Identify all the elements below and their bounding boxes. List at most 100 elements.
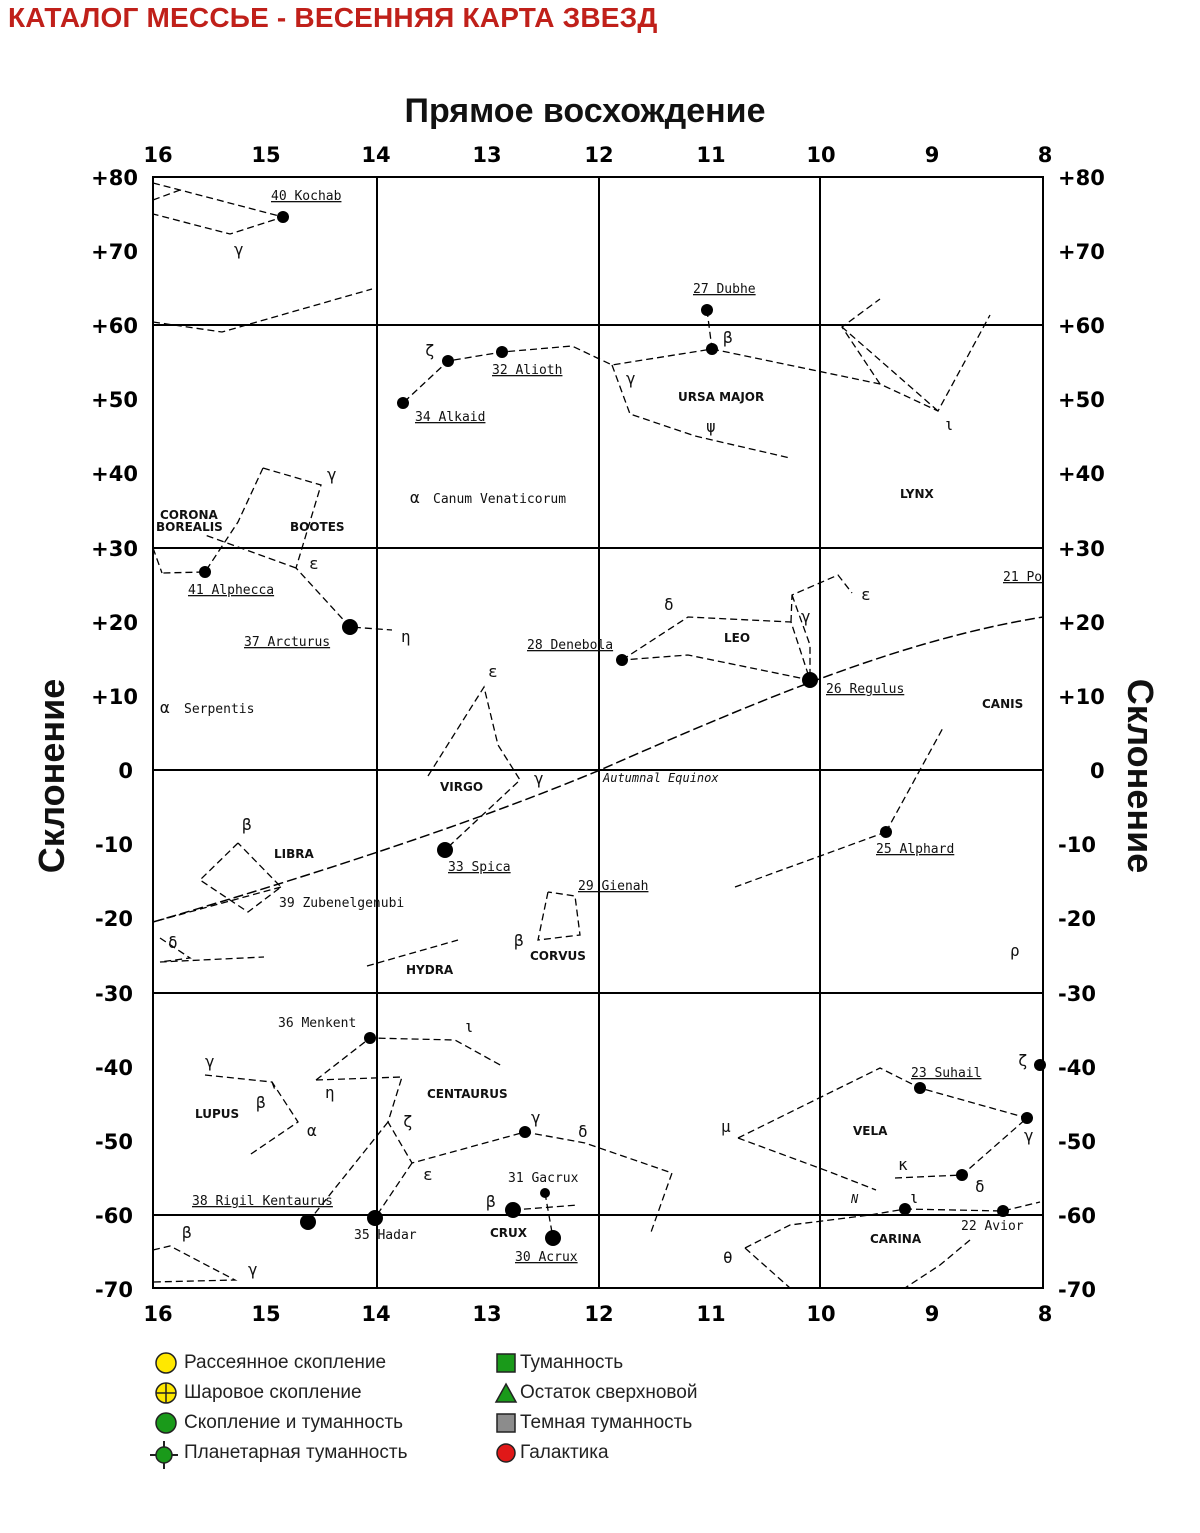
greek-gamma: γ — [205, 1052, 215, 1071]
legend-item: Рассеянное скопление — [154, 1348, 407, 1378]
label-spica: 33 Spica — [448, 860, 511, 875]
dec-tick: 0 — [118, 759, 133, 783]
label-bootes: BOOTES — [290, 520, 345, 534]
greek-gamma: γ — [327, 465, 337, 484]
ra-tick: 8 — [1038, 1302, 1053, 1326]
ra-tick: 13 — [472, 1302, 501, 1326]
greek-delta: δ — [578, 1122, 588, 1141]
dec-tick: +10 — [1058, 685, 1105, 709]
greek-zeta: ζ — [425, 341, 435, 360]
label-canum: Canum Venaticorum — [433, 492, 566, 507]
dec-tick: +30 — [1058, 537, 1105, 561]
dec-tick: +20 — [91, 611, 138, 635]
label-ursa-major: URSA MAJOR — [678, 390, 764, 404]
dec-tick: -30 — [95, 982, 133, 1006]
dec-tick: +40 — [91, 462, 138, 486]
legend-item: Скопление и туманность — [154, 1408, 407, 1438]
label-twentyone: 21 Po — [1003, 570, 1042, 585]
ra-tick: 9 — [925, 1302, 940, 1326]
label-carina: CARINA — [870, 1232, 922, 1246]
label-lynx: LYNX — [900, 487, 935, 501]
label-lupus: LUPUS — [195, 1107, 239, 1121]
label-rigil: 38 Rigil Kentaurus — [192, 1194, 333, 1209]
greek-eta: η — [401, 627, 411, 646]
label-kochab: 40 Kochab — [271, 189, 342, 204]
ra-tick: 10 — [806, 143, 835, 167]
dec-tick: -60 — [1058, 1204, 1096, 1228]
dec-tick: +60 — [91, 314, 138, 338]
dec-tick: -40 — [1058, 1056, 1096, 1080]
greek-psi: ψ — [706, 417, 716, 436]
dec-tick: 0 — [1090, 759, 1105, 783]
greek-gamma: γ — [531, 1108, 541, 1127]
dec-tick: +40 — [1058, 462, 1105, 486]
legend-item: Туманность — [494, 1348, 698, 1378]
greek-gamma: γ — [234, 240, 244, 259]
ra-tick: 13 — [472, 143, 501, 167]
label-alkaid: 34 Alkaid — [415, 410, 485, 425]
legend-label: Темная туманность — [520, 1412, 693, 1433]
dec-tick: +50 — [91, 388, 138, 412]
greek-letters: γ β ζ γ ψ ι α γ ε η δ γ ε α ε γ β δ β ρ … — [160, 240, 1034, 1279]
label-gacrux: 31 Gacrux — [508, 1171, 579, 1186]
greek-delta: δ — [168, 933, 178, 952]
ra-tick: 14 — [361, 143, 390, 167]
label-regulus: 26 Regulus — [826, 682, 904, 697]
dec-tick: -50 — [95, 1130, 133, 1154]
label-vela: VELA — [853, 1124, 888, 1138]
legend-left: Рассеянное скопление Шаровое скопление С… — [150, 1348, 408, 1469]
label-alioth: 32 Alioth — [492, 363, 562, 378]
greek-zeta: ζ — [403, 1112, 413, 1131]
ra-tick: 8 — [1038, 143, 1053, 167]
greek-iota: ι — [464, 1017, 474, 1036]
constellation-lines — [152, 182, 1041, 1289]
cluster-nebula-icon — [154, 1411, 178, 1435]
map-grid — [152, 176, 1044, 1289]
legend-item: Темная туманность — [494, 1408, 698, 1438]
star-map: 16 15 14 13 12 11 10 9 8 16 15 14 13 12 … — [91, 143, 1105, 1326]
greek-beta: β — [256, 1093, 266, 1112]
ra-tick: 9 — [925, 143, 940, 167]
label-serpentis: Serpentis — [184, 702, 254, 717]
label-alphecca: 41 Alphecca — [188, 583, 274, 598]
dec-tick: -70 — [1058, 1278, 1096, 1302]
greek-epsilon: ε — [861, 585, 871, 604]
label-centaurus: CENTAURUS — [427, 1087, 508, 1101]
page-title: КАТАЛОГ МЕССЬЕ - ВЕСЕННЯЯ КАРТА ЗВЕЗД — [8, 2, 658, 33]
greek-alpha: α — [307, 1121, 317, 1140]
dec-tick: -60 — [95, 1204, 133, 1228]
greek-iota: ι — [909, 1188, 919, 1207]
greek-mu: μ — [721, 1117, 731, 1136]
dec-tick: -70 — [95, 1278, 133, 1302]
legend-item: Шаровое скопление — [154, 1378, 407, 1408]
greek-iota: ι — [944, 415, 954, 434]
legend-label: Остаток сверхновой — [520, 1382, 698, 1403]
dec-tick: -10 — [95, 833, 133, 857]
legend-label: Галактика — [520, 1442, 609, 1463]
dec-tick: -40 — [95, 1056, 133, 1080]
ra-tick: 15 — [251, 143, 280, 167]
greek-kappa: κ — [898, 1155, 908, 1174]
greek-epsilon: ε — [488, 662, 498, 681]
greek-theta: θ — [723, 1248, 733, 1267]
label-suhail: 23 Suhail — [911, 1066, 981, 1081]
legend-item: Планетарная туманность — [150, 1438, 408, 1469]
dec-ticks-left: +80 +70 +60 +50 +40 +30 +20 +10 0 -10 -2… — [91, 166, 138, 1302]
label-corona: CORONA — [160, 508, 218, 522]
label-leo: LEO — [724, 631, 750, 645]
ra-tick: 12 — [584, 143, 613, 167]
dec-tick: +30 — [91, 537, 138, 561]
ra-tick: 12 — [584, 1302, 613, 1326]
dec-tick: -20 — [1058, 907, 1096, 931]
greek-rho: ρ — [1010, 941, 1020, 960]
dec-tick: -20 — [95, 907, 133, 931]
label-hydra: HYDRA — [406, 963, 454, 977]
label-alphard: 25 Alphard — [876, 842, 954, 857]
label-zubenelgenubi: 39 Zubenelgenubi — [279, 896, 404, 911]
legend-item: Остаток сверхновой — [494, 1378, 698, 1408]
open-cluster-icon — [154, 1351, 178, 1375]
legend-label: Планетарная туманность — [184, 1442, 408, 1463]
legend-label: Рассеянное скопление — [184, 1352, 387, 1373]
ra-tick: 11 — [696, 1302, 725, 1326]
ecliptic-line — [152, 616, 1044, 923]
